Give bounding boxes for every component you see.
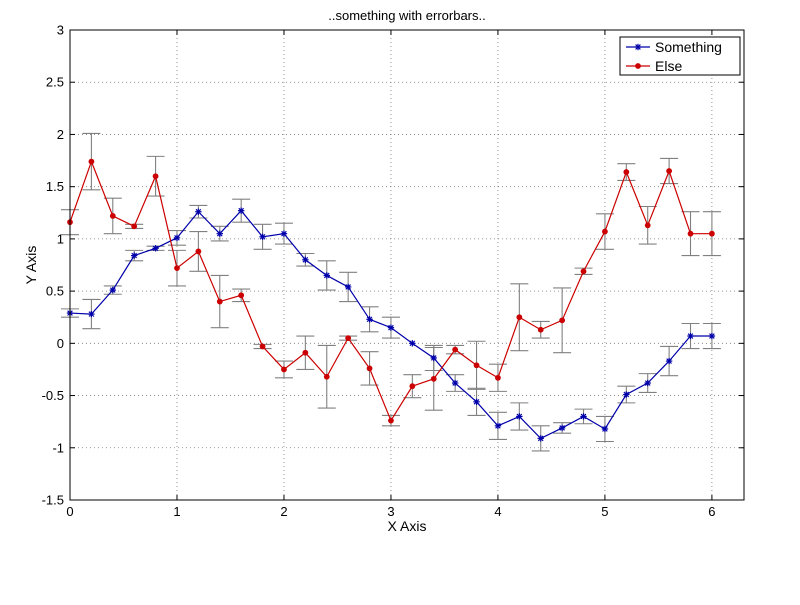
data-point-something [280,230,288,237]
data-point-something [302,256,309,263]
data-point-something [387,324,395,331]
data-point-something [634,43,642,51]
x-tick-label: 5 [601,504,608,519]
data-point-else [216,298,223,305]
data-point-else [495,374,501,381]
data-point-something [708,332,716,340]
data-point-else [131,223,138,230]
data-point-else [302,349,309,356]
data-point-else [259,343,266,350]
data-point-something [558,424,566,432]
x-tick-label: 3 [387,504,394,519]
y-tick-label: -1 [52,440,64,455]
plot-area-frame [69,29,745,501]
y-tick-label: 1.5 [46,179,64,194]
legend: Something Else [619,36,741,76]
data-point-else [323,373,330,380]
x-tick-label: 6 [708,504,715,519]
data-point-else [473,362,480,369]
y-tick-label: 2 [57,127,64,142]
data-point-else [559,317,566,324]
data-point-else [409,383,416,390]
axis-ticks: 0 1 2 3 4 5 6 -1.5 -1 -0.5 0 0.5 1 1.5 2 2.5 3 [42,23,744,519]
data-point-something [109,286,116,294]
y-tick-label: 0 [57,336,64,351]
data-point-else [88,158,95,165]
legend-label-something: Something [655,39,722,55]
x-tick-label: 2 [280,504,287,519]
data-point-else [366,365,373,372]
x-axis-label: X Axis [388,518,427,534]
y-tick-label: -1.5 [42,493,64,508]
y-tick-label: 3 [57,23,64,38]
y-tick-label: 1 [57,231,64,246]
x-tick-label: 4 [494,504,501,519]
data-point-something [473,398,480,406]
data-point-else [580,268,587,275]
data-point-something [451,379,459,387]
data-point-something [601,425,609,433]
x-tick-label: 0 [66,504,73,519]
data-point-something [665,357,673,365]
data-point-something [516,413,523,420]
data-point-else [452,346,459,353]
data-point-else [635,63,641,69]
data-point-something [152,245,159,252]
data-point-else [109,213,116,219]
legend-label-else: Else [655,58,682,74]
data-point-something [430,354,437,362]
data-point-else [195,248,202,255]
data-point-else [430,375,437,382]
data-point-else [516,314,523,321]
data-point-something [88,310,95,318]
data-point-something [623,391,630,398]
data-point-something [580,413,587,420]
data-point-something [344,283,352,291]
y-tick-label: 2.5 [46,75,64,90]
data-point-else [623,169,630,175]
data-point-something [259,233,266,240]
data-point-else [152,173,159,180]
data-point-something [195,208,202,215]
y-axis-label: Y Axis [23,246,39,285]
data-point-something [323,272,330,279]
data-point-something [173,234,181,242]
data-point-else [666,168,673,174]
y-tick-label: 0.5 [46,284,64,299]
data-point-something [494,422,502,430]
data-point-something [366,316,373,323]
data-point-else [687,230,694,237]
data-point-something [537,435,544,442]
data-point-else [281,366,287,373]
data-point-else [537,326,544,333]
data-point-else [388,417,394,424]
data-point-something [216,230,223,237]
data-point-else [644,222,651,229]
data-point-something [644,379,651,387]
data-point-else [238,292,245,299]
chart-title: ..something with errorbars.. [328,8,486,23]
data-point-something [687,332,694,340]
x-tick-label: 1 [173,504,180,519]
data-series [66,158,716,442]
data-point-something [130,252,138,259]
legend-box [619,36,741,76]
data-point-else [174,265,180,272]
y-tick-label: -0.5 [42,388,64,403]
data-point-else [709,230,715,237]
data-point-something [237,207,245,214]
data-point-something [409,340,416,347]
data-point-else [602,228,608,235]
data-point-else [345,335,352,342]
